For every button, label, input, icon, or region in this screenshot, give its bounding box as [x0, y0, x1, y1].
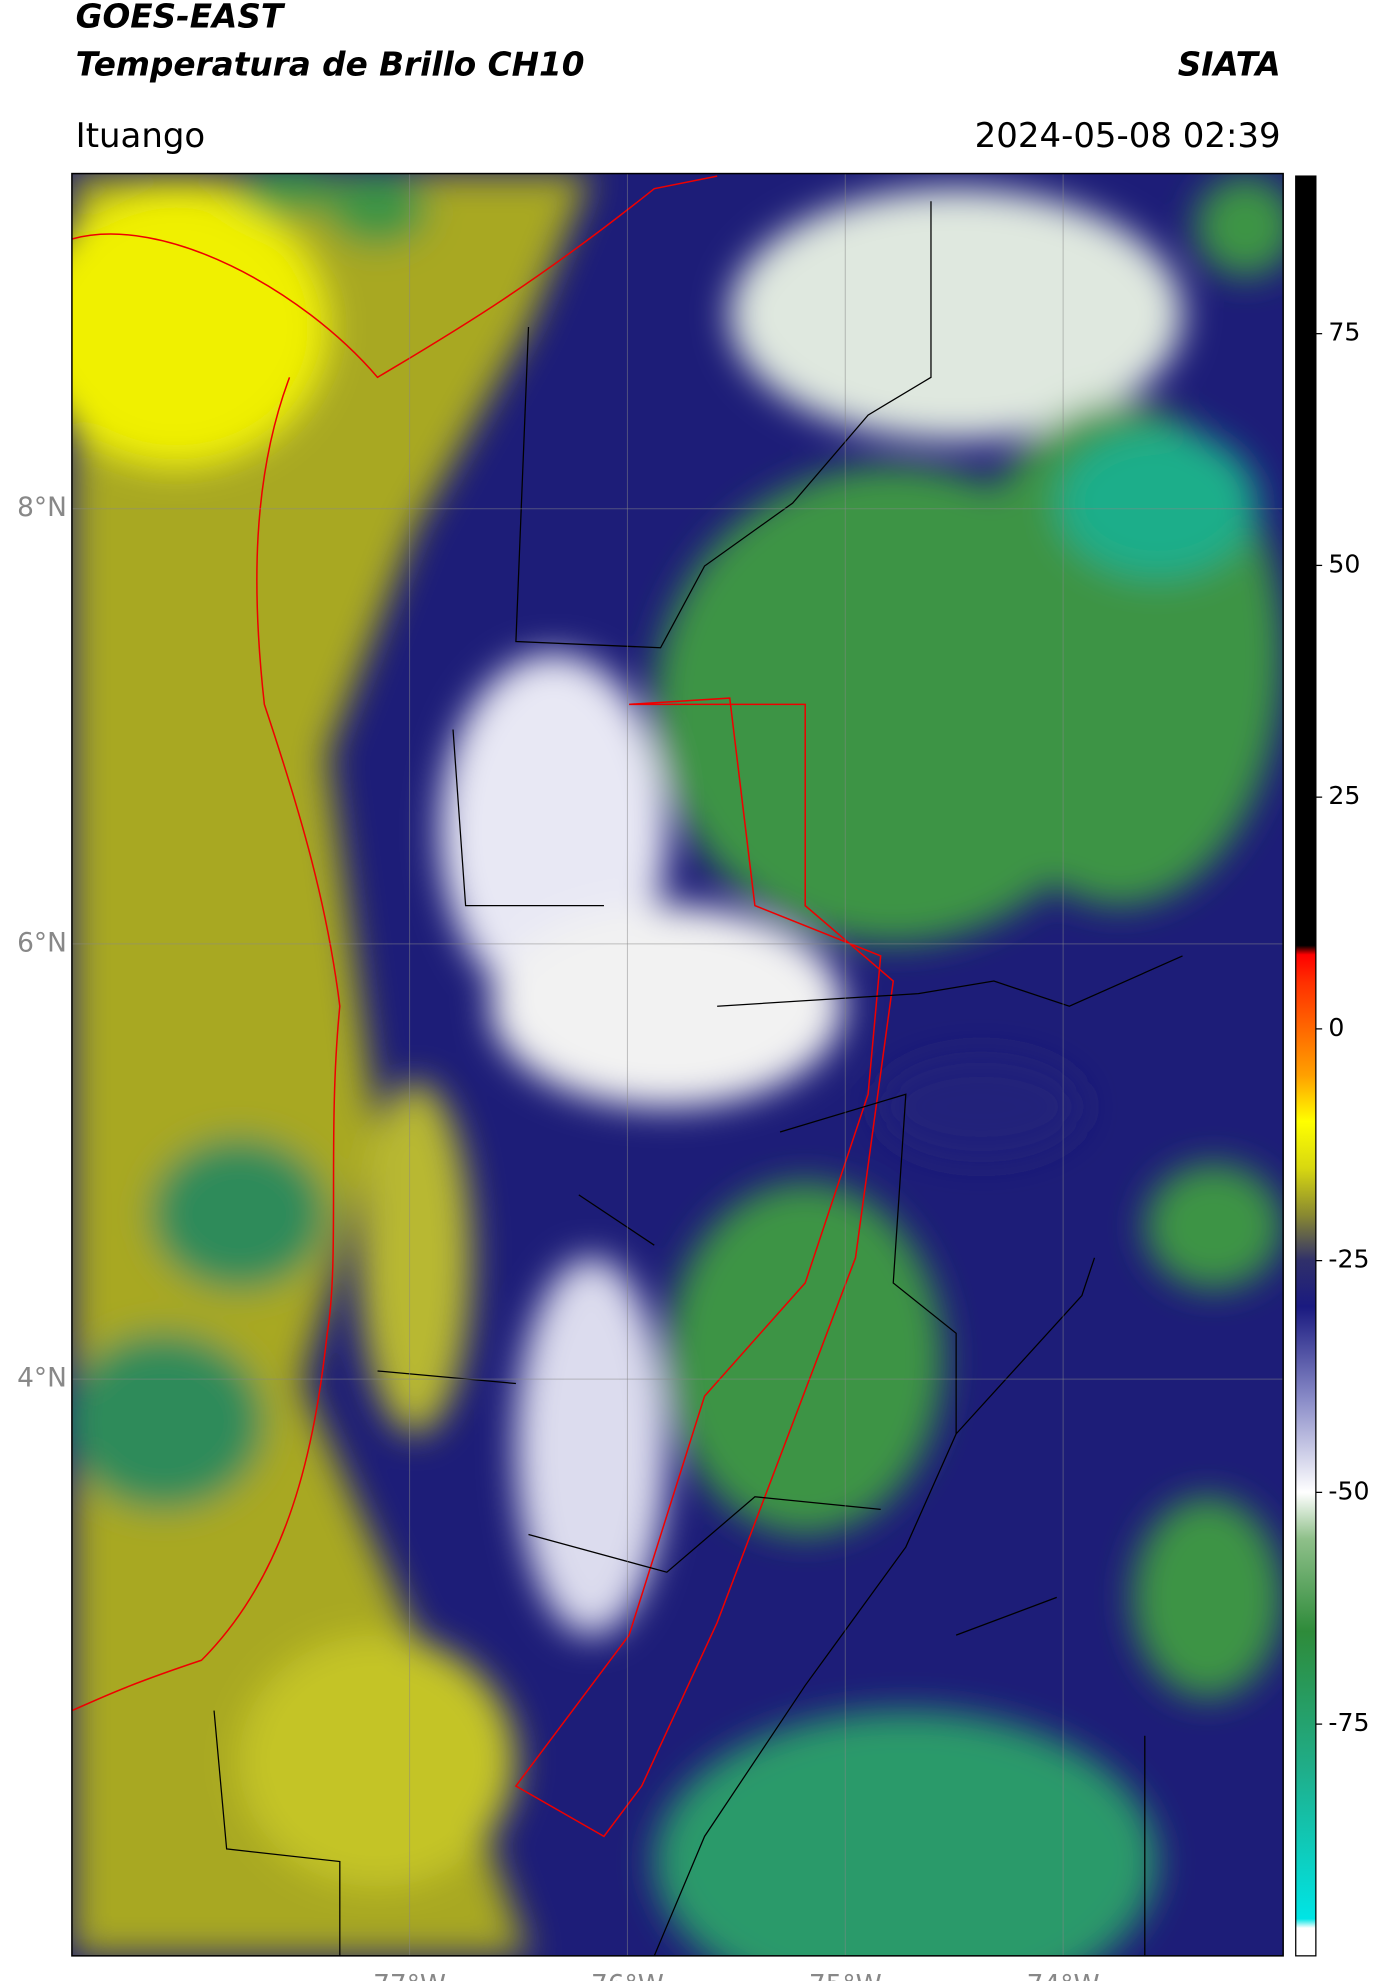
product-title: Temperatura de Brillo CH10 [76, 45, 585, 83]
lat-label: 4°N [17, 1363, 67, 1394]
timestamp: 2024-05-08 02:39 [975, 116, 1281, 156]
lat-label: 6°N [17, 927, 67, 958]
colorbar [1295, 175, 1317, 1957]
colorbar-tick-label: 25 [1328, 781, 1360, 810]
colorbar-tick-label: -25 [1328, 1245, 1369, 1274]
colorbar-tick-label: -50 [1328, 1476, 1369, 1505]
colorbar-tick-label: 75 [1328, 318, 1360, 347]
region: Ituango [76, 116, 206, 156]
colorbar-tick-label: 50 [1328, 549, 1360, 578]
colorbar-tick-label: -75 [1328, 1708, 1369, 1737]
lon-label: 74°W [1027, 1970, 1100, 1981]
organization: SIATA [1178, 45, 1281, 83]
colorbar-tick-label: 0 [1328, 1013, 1344, 1042]
satellite-title: GOES-EAST [76, 0, 286, 36]
lon-label: 77°W [373, 1970, 446, 1981]
satellite-image [71, 173, 1284, 1956]
lon-label: 76°W [591, 1970, 664, 1981]
map-frame [71, 172, 1284, 1957]
lon-label: 75°W [809, 1970, 882, 1981]
lat-label: 8°N [17, 492, 67, 523]
graticule [71, 173, 1284, 1956]
